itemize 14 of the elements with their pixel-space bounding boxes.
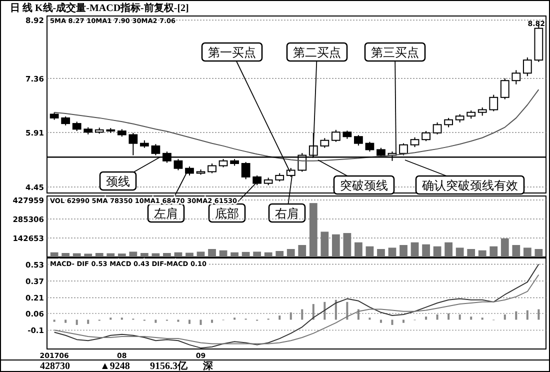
- annotation: 突破颈线: [340, 178, 388, 192]
- annotation: 右肩: [275, 206, 299, 220]
- text: 9156.3亿: [150, 360, 188, 372]
- ref-line-label: 颈线: [106, 174, 130, 188]
- annotation: 左肩: [154, 206, 178, 220]
- annotation: 底部: [215, 206, 239, 220]
- annotation: 第二买点: [293, 46, 341, 60]
- annotation: 确认突破颈线有效: [421, 178, 518, 192]
- chart-title: 日 线 K线-成交量-MACD指标-前复权-[2]: [10, 2, 189, 14]
- text: 428730: [40, 361, 70, 372]
- text: 深: [202, 360, 214, 372]
- annotation: 第三买点: [371, 46, 419, 60]
- annotation: 第一买点: [208, 46, 256, 60]
- text: ▲9248: [100, 361, 130, 372]
